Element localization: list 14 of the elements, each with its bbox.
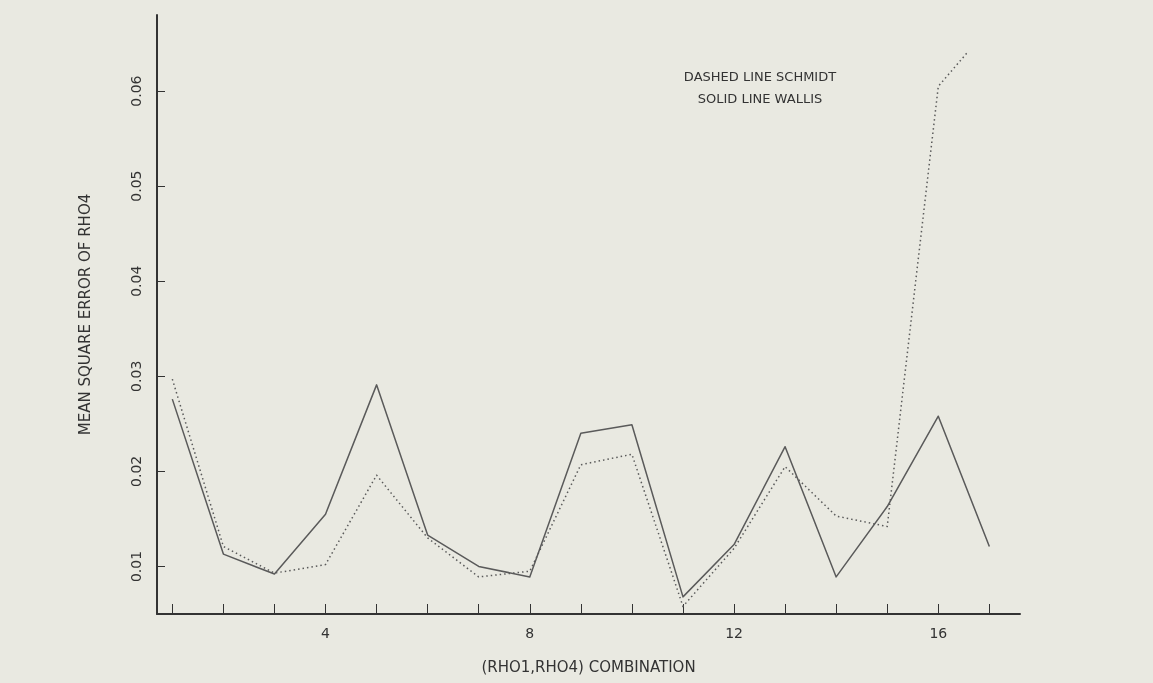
x-axis-title: (RHO1,RHO4) COMBINATION	[481, 657, 696, 676]
y-tick-label: 0.01	[128, 550, 144, 583]
x-tick-label: 16	[929, 625, 948, 641]
x-tick-label: 8	[525, 625, 535, 641]
y-tick-label: 0.03	[128, 360, 144, 392]
x-tick-label: 4	[321, 625, 331, 641]
annotation: DASHED LINE SCHMIDT	[683, 69, 837, 84]
y-tick-label: 0.05	[128, 170, 144, 202]
x-tick-label: 12	[725, 625, 743, 641]
y-tick-label: 0.02	[128, 455, 144, 487]
annotation: SOLID LINE WALLIS	[697, 91, 823, 106]
y-tick-label: 0.06	[128, 75, 144, 107]
y-tick-label: 0.04	[128, 265, 144, 297]
y-axis-title: MEAN SQUARE ERROR OF RHO4	[75, 193, 94, 436]
